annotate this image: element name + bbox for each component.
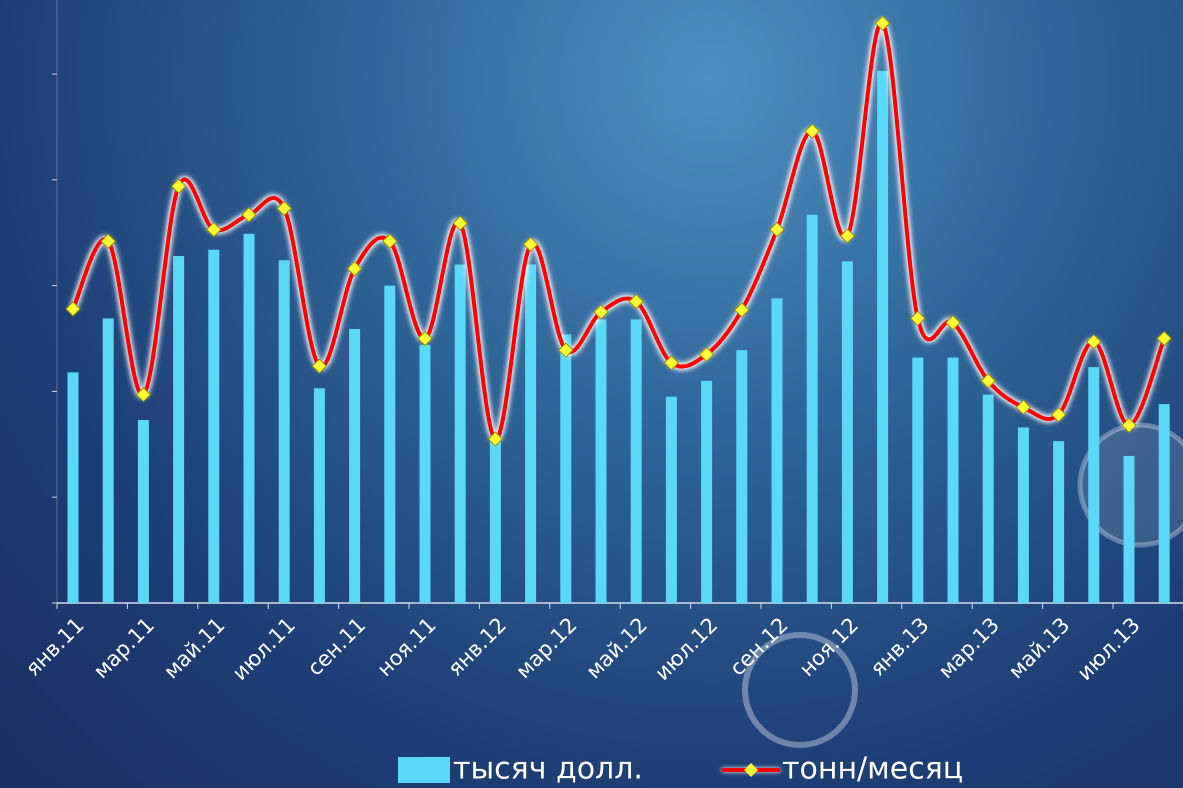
x-tick-label: июл.13 [1073, 613, 1145, 685]
x-tick-label: май.13 [1004, 613, 1075, 684]
bar [103, 318, 114, 603]
bar [455, 264, 466, 603]
bar [68, 372, 79, 603]
x-tick-label: мар.12 [511, 613, 581, 683]
bar [244, 234, 255, 603]
marker [66, 302, 80, 316]
bar [138, 420, 149, 603]
bar [173, 256, 184, 603]
x-tick-label: июл.11 [228, 613, 300, 685]
x-tick-label: май.12 [581, 613, 652, 684]
bar [842, 261, 853, 603]
bar [666, 397, 677, 603]
legend-label: тонн/месяц [782, 752, 963, 787]
bar [983, 395, 994, 603]
legend-marker [744, 763, 758, 777]
x-tick-label: мар.13 [934, 613, 1004, 683]
x-tick-label: сен.12 [725, 613, 793, 681]
bar [807, 215, 818, 603]
x-tick-label: янв.13 [866, 613, 934, 681]
bar [560, 334, 571, 603]
bar [490, 440, 501, 603]
line [73, 23, 1164, 439]
bar [596, 319, 607, 603]
bar [736, 350, 747, 603]
bar [1124, 456, 1135, 603]
marker [770, 223, 784, 237]
bar [877, 71, 888, 603]
x-tick-label: сен.11 [303, 613, 371, 681]
bar [701, 381, 712, 603]
bar [1159, 404, 1170, 603]
bar [384, 286, 395, 603]
x-tick-label: июл.12 [650, 613, 722, 685]
legend-swatch [398, 757, 450, 783]
x-tick-label: янв.12 [443, 613, 511, 681]
bar [525, 264, 536, 603]
marker [1157, 332, 1171, 346]
legend-label: тысяч долл. [453, 752, 643, 787]
x-tick-label: май.11 [159, 613, 230, 684]
bar [912, 358, 923, 603]
bar [1053, 441, 1064, 603]
page: янв.11мар.11май.11июл.11сен.11ноя.11янв.… [0, 0, 1183, 788]
bar [314, 388, 325, 603]
marker [101, 234, 115, 248]
x-tick-label: янв.11 [21, 613, 89, 681]
bar [208, 250, 219, 603]
bar [948, 358, 959, 603]
bar [420, 345, 431, 603]
marker [524, 237, 538, 251]
bar [279, 260, 290, 603]
chart: янв.11мар.11май.11июл.11сен.11ноя.11янв.… [0, 0, 1183, 788]
x-tick-label: ноя.11 [372, 613, 440, 681]
bar [1018, 427, 1029, 603]
x-tick-label: мар.11 [89, 613, 159, 683]
marker [840, 229, 854, 243]
bar [1088, 367, 1099, 603]
bar [631, 319, 642, 603]
bar [349, 329, 360, 603]
bar [772, 298, 783, 603]
marker [911, 311, 925, 325]
